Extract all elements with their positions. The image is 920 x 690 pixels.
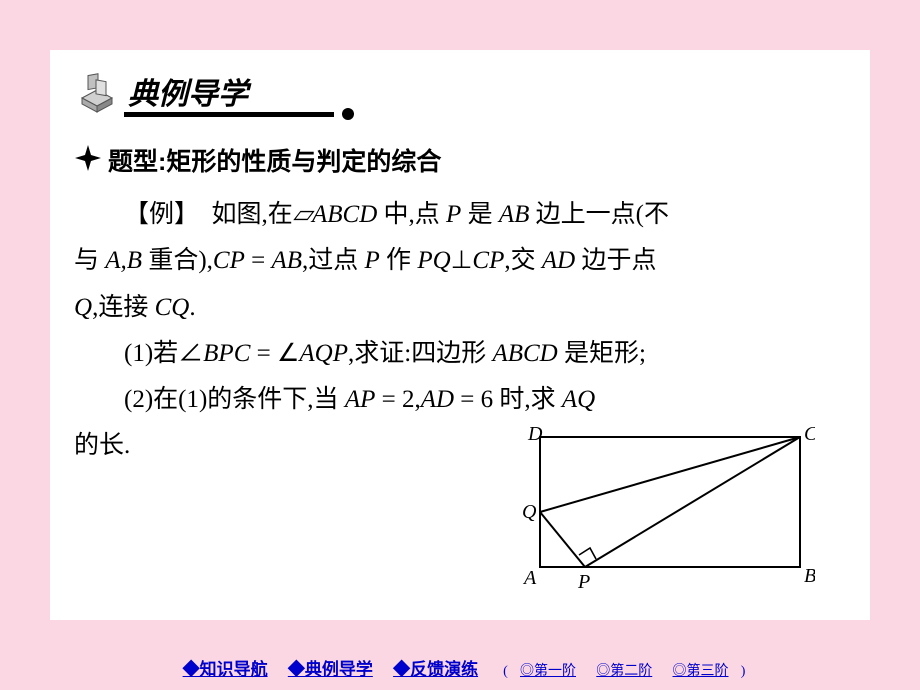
content-panel: 典例导学 题型:矩形的性质与判定的综合 【例】 如图,在▱ABCD 中,点 P … (50, 50, 870, 620)
text: 的长. (74, 432, 130, 459)
label-B: B (804, 565, 815, 587)
var-Q: Q (74, 294, 92, 321)
label-P: P (577, 571, 590, 592)
text: . (189, 294, 195, 321)
nav-stage-2[interactable]: ◎第二阶 (596, 664, 652, 679)
text: ,过点 (302, 247, 365, 274)
var-AB: A,B (105, 247, 142, 274)
text: 重合), (142, 247, 213, 274)
label-C: C (804, 423, 815, 445)
text: 作 (380, 247, 418, 274)
text: = 6 时,求 (454, 386, 562, 413)
var-AB: AB (271, 247, 302, 274)
label-A: A (522, 567, 537, 589)
topic-label: 题型:矩形的性质与判定的综合 (108, 142, 441, 178)
var-ABCD: ABCD (492, 340, 557, 367)
nav-stage-1[interactable]: ◎第一阶 (520, 664, 576, 679)
text: 与 (74, 247, 105, 274)
label-D: D (527, 423, 543, 445)
text: 【例】 如图,在 (124, 201, 293, 228)
text: 中,点 (377, 201, 446, 228)
var-CP: CP (213, 247, 245, 274)
text: 边于点 (575, 247, 656, 274)
text: ,交 (504, 247, 542, 274)
section-header: 典例导学 (74, 68, 846, 114)
problem-line-3: Q,连接 CQ. (74, 285, 846, 331)
star-icon (74, 144, 102, 172)
topic-row: 题型:矩形的性质与判定的综合 (74, 142, 846, 178)
problem-part-2: (2)在(1)的条件下,当 AP = 2,AD = 6 时,求 AQ (74, 377, 846, 423)
var-AQP: AQP (299, 340, 348, 367)
var-BPC: BPC (203, 340, 250, 367)
text: 是 (461, 201, 499, 228)
text: ,求证:四边形 (348, 340, 492, 367)
nav-feedback[interactable]: ◆反馈演练 (393, 660, 478, 679)
var-AB: AB (499, 201, 530, 228)
perp-symbol: ⊥ (451, 247, 473, 274)
text: (1)若∠ (124, 340, 203, 367)
text: (2)在(1)的条件下,当 (124, 386, 345, 413)
problem-line-2: 与 A,B 重合),CP = AB,过点 P 作 PQ⊥CP,交 AD 边于点 (74, 238, 846, 284)
var-P: P (446, 201, 461, 228)
problem-line-1: 【例】 如图,在▱ABCD 中,点 P 是 AB 边上一点(不 (74, 192, 846, 238)
var-ABCD: ABCD (312, 201, 377, 228)
var-CP: CP (472, 247, 504, 274)
text: = 2, (375, 386, 420, 413)
geometry-figure: D C Q A P B (510, 422, 815, 592)
section-title: 典例导学 (128, 69, 248, 113)
text: = ∠ (250, 340, 299, 367)
text: 边上一点(不 (529, 201, 669, 228)
bottom-nav: ◆知识导航 ◆典例导学 ◆反馈演练 ( ◎第一阶 ◎第二阶 ◎第三阶 ) (0, 655, 920, 680)
nav-stage-3[interactable]: ◎第三阶 (673, 664, 729, 679)
nav-examples[interactable]: ◆典例导学 (288, 660, 373, 679)
var-PQ: PQ (417, 247, 450, 274)
parallelogram-symbol: ▱ (293, 201, 312, 228)
var-AD: AD (542, 247, 575, 274)
text: 是矩形; (558, 340, 646, 367)
text: = (245, 247, 272, 274)
section-underline (124, 112, 354, 122)
var-AQ: AQ (562, 386, 595, 413)
text: ,连接 (92, 294, 155, 321)
var-CQ: CQ (155, 294, 190, 321)
problem-part-1: (1)若∠BPC = ∠AQP,求证:四边形 ABCD 是矩形; (74, 331, 846, 377)
books-icon (74, 68, 120, 114)
var-P: P (365, 247, 380, 274)
var-AD: AD (421, 386, 454, 413)
nav-knowledge[interactable]: ◆知识导航 (183, 660, 268, 679)
var-AP: AP (345, 386, 376, 413)
paren-close: ) (741, 664, 746, 679)
paren-open: ( (503, 664, 508, 679)
label-Q: Q (522, 501, 537, 523)
